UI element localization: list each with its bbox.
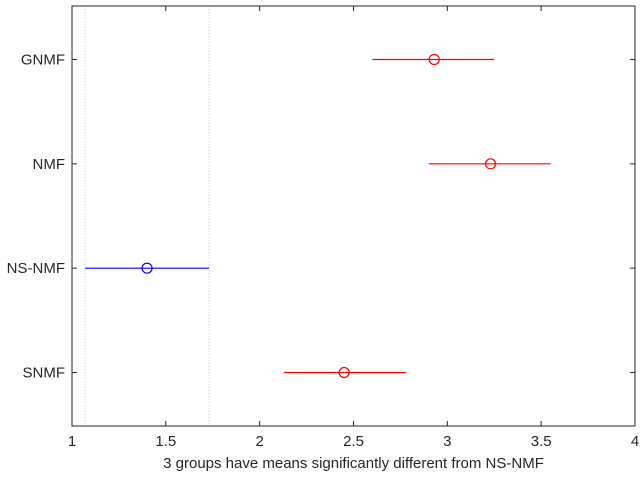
mean-marker-nmf xyxy=(484,158,497,170)
mean-marker-snmf xyxy=(338,366,350,379)
mean-marker-ns-nmf xyxy=(141,262,153,274)
y-tick-label: GNMF xyxy=(21,52,65,69)
reference-lines xyxy=(84,6,210,426)
y-tick-label: NMF xyxy=(33,156,66,173)
x-axis-ticks: 1 1.5 2 2.5 3 3.5 4 xyxy=(68,6,639,450)
y-tick-label: NS-NMF xyxy=(7,260,65,277)
x-tick-label: 3.5 xyxy=(531,433,552,450)
x-axis-label: 3 groups have means significantly differ… xyxy=(163,455,544,472)
y-tick-label: SNMF xyxy=(23,365,66,382)
x-tick-label: 1 xyxy=(68,433,76,450)
x-tick-label: 1.5 xyxy=(155,433,176,450)
x-tick-label: 4 xyxy=(631,433,639,450)
x-tick-label: 2 xyxy=(255,433,263,450)
mean-marker-gnmf xyxy=(428,53,440,66)
interval-series xyxy=(85,53,551,379)
x-tick-label: 2.5 xyxy=(343,433,364,450)
y-axis-ticks: GNMF NMF NS-NMF SNMF xyxy=(7,52,635,382)
x-tick-label: 3 xyxy=(443,433,451,450)
